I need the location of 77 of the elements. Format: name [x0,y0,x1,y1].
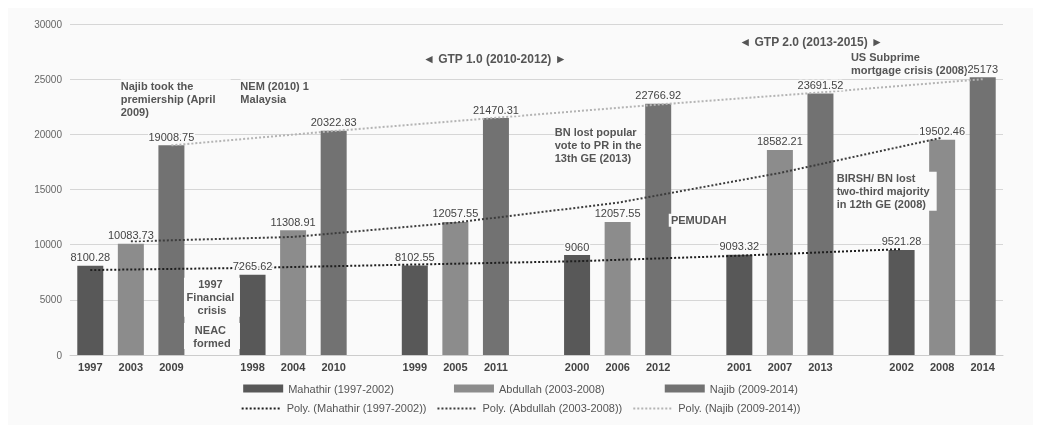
bar [604,221,631,355]
x-tick-label: 1997 [78,360,103,373]
annotation: PEMUDAH [670,214,727,227]
y-tick-label: 10000 [34,239,63,251]
annotation: ◄ GTP 1.0 (2010-2012) ► [422,52,567,67]
annotation: US Subprime mortgage crisis (2008) [850,50,968,76]
data-label: 22766.92 [635,89,682,102]
bar [442,221,469,355]
data-label: 10083.73 [107,229,154,242]
y-tick-label: 15000 [34,184,63,195]
data-label: 9060 [564,240,590,253]
bar [888,249,915,355]
legend-label: Poly. (Abdullah (2003-2008)) [482,402,623,415]
x-tick-label: 2002 [889,360,914,373]
x-tick-label: 2006 [605,360,630,373]
x-tick-label: 2013 [808,360,833,373]
data-label: 8102.55 [394,251,435,264]
bar [239,274,266,355]
annotation: BIRSH/ BN lost two-third majority in 12th GE (2008) [836,172,933,211]
y-tick-label: 5000 [39,294,63,306]
x-tick-label: 2004 [280,360,307,373]
bar [807,93,834,355]
x-tick-label: 1999 [402,360,428,373]
x-tick-label: 2008 [929,360,955,373]
x-tick-label: 2010 [321,360,346,373]
data-label: 20322.83 [310,116,357,129]
annotation: Najib took the premiership (April 2009) [120,79,219,118]
x-tick-label: 2014 [970,360,996,373]
bar [158,145,185,355]
x-tick-label: 2001 [727,360,752,373]
data-label: 8100.28 [70,251,111,264]
y-tick-label: 20000 [34,128,63,140]
annotation: NEM (2010) 1 Malaysia [240,79,312,105]
x-tick-label: 2000 [564,360,590,373]
legend-label: Poly. (Mahathir (1997-2002)) [286,402,427,415]
bar [929,139,956,355]
bar [77,265,104,355]
data-label: 25173 [967,62,999,75]
bar [969,77,996,355]
data-label: 9521.28 [881,235,922,248]
annotation: BN lost popular vote to PR in the 13th GE (2013) [554,126,645,165]
bar [401,265,428,355]
data-label: 19502.46 [919,125,966,138]
bar [280,230,307,355]
y-tick-label: 0 [56,349,63,361]
x-tick-label: 2003 [118,360,144,373]
legend-label: Poly. (Najib (2009-2014)) [678,402,801,415]
y-tick-label: 25000 [34,73,63,85]
data-label: 12057.55 [432,207,479,220]
x-tick-label: 2009 [159,360,184,373]
data-label: 21470.31 [472,103,519,116]
x-tick-label: 1998 [240,360,265,373]
data-label: 23691.52 [797,79,844,92]
annotation: ◄ GTP 2.0 (2013-2015) ► [739,34,883,49]
bar [117,243,144,355]
bar [564,255,591,355]
bar [482,118,509,355]
x-tick-label: 2007 [767,360,793,373]
legend-label: Abdullah (2003-2008) [498,382,605,395]
bar [645,103,672,355]
annotation: 1997 Financial crisis [186,278,238,317]
data-label: 7265.62 [232,260,273,273]
x-tick-label: 2005 [443,360,468,373]
data-label: 11308.91 [270,215,316,228]
data-label: 9093.32 [719,240,760,253]
x-tick-label: 2011 [484,360,508,373]
bar [766,149,793,355]
legend-label: Mahathir (1997-2002) [288,382,394,395]
data-label: 19008.75 [148,130,195,143]
x-tick-label: 2012 [645,360,671,373]
bar [320,130,347,355]
bar [726,254,753,355]
data-label: 12057.55 [594,207,641,220]
y-tick-label: 30000 [34,18,63,30]
data-label: 18582.21 [756,135,803,148]
annotation: NEAC formed [193,323,231,349]
legend-label: Najib (2009-2014) [709,382,798,395]
